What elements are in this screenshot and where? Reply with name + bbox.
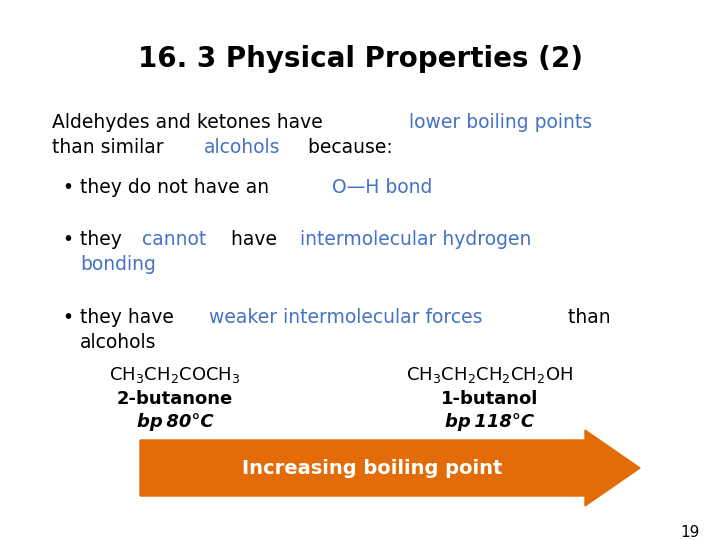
Text: they: they <box>80 230 128 249</box>
Text: they do not have an: they do not have an <box>80 178 275 197</box>
Text: because:: because: <box>302 138 393 157</box>
Text: weaker intermolecular forces: weaker intermolecular forces <box>209 308 482 327</box>
Text: have: have <box>225 230 283 249</box>
Text: bonding: bonding <box>80 255 156 274</box>
Text: •: • <box>62 178 73 197</box>
Text: 2-butanone: 2-butanone <box>117 390 233 408</box>
Text: than similar: than similar <box>52 138 170 157</box>
Text: •: • <box>62 308 73 327</box>
Text: 1-butanol: 1-butanol <box>441 390 539 408</box>
Text: 16. 3 Physical Properties (2): 16. 3 Physical Properties (2) <box>138 45 582 73</box>
Text: 19: 19 <box>680 525 700 540</box>
Text: Aldehydes and ketones have: Aldehydes and ketones have <box>52 113 329 132</box>
Text: cannot: cannot <box>142 230 206 249</box>
Text: than: than <box>562 308 611 327</box>
Text: bp 118°C: bp 118°C <box>446 413 534 431</box>
Text: •: • <box>62 230 73 249</box>
Text: intermolecular hydrogen: intermolecular hydrogen <box>300 230 531 249</box>
Text: lower boiling points: lower boiling points <box>409 113 593 132</box>
Text: Increasing boiling point: Increasing boiling point <box>243 458 503 477</box>
Polygon shape <box>140 430 640 506</box>
Text: CH$_3$CH$_2$COCH$_3$: CH$_3$CH$_2$COCH$_3$ <box>109 365 240 385</box>
Text: alcohols: alcohols <box>80 333 156 352</box>
Text: alcohols: alcohols <box>204 138 280 157</box>
Text: they have: they have <box>80 308 180 327</box>
Text: CH$_3$CH$_2$CH$_2$CH$_2$OH: CH$_3$CH$_2$CH$_2$CH$_2$OH <box>407 365 574 385</box>
Text: bp 80°C: bp 80°C <box>137 413 213 431</box>
Text: O—H bond: O—H bond <box>332 178 432 197</box>
